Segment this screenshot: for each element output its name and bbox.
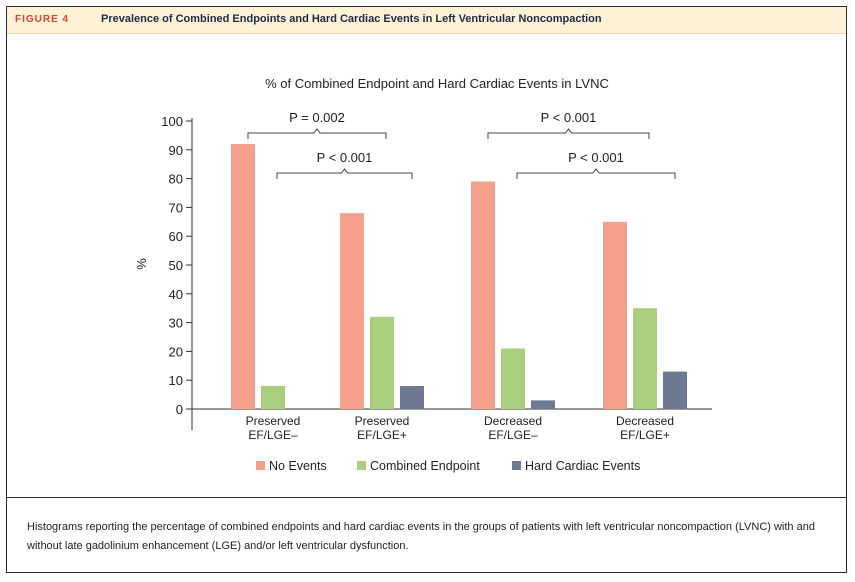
figure-title: Prevalence of Combined Endpoints and Har… [101,13,602,25]
x-category-label: EF/LGE+ [620,428,670,442]
significance-bracket [247,128,387,139]
p-value-label: P < 0.001 [541,110,597,125]
y-tick-label: 90 [169,143,183,158]
figure-label: FIGURE 4 [15,14,70,25]
x-category-label: Preserved [246,414,301,428]
significance-bracket [276,168,413,179]
figure-caption: Histograms reporting the percentage of c… [27,521,815,552]
axes: 0102030405060708090100PreservedEF/LGE–Pr… [161,114,712,442]
bar [471,181,495,409]
figure-frame: FIGURE 4 Prevalence of Combined Endpoint… [6,6,847,573]
legend-label: Combined Endpoint [370,459,480,473]
y-tick-label: 50 [169,258,183,273]
significance-bracket [487,128,650,139]
figure-header: FIGURE 4 Prevalence of Combined Endpoint… [7,7,846,34]
bars [231,144,687,410]
bar [231,144,255,410]
bar [400,385,424,409]
caption-box: Histograms reporting the percentage of c… [7,497,846,573]
y-tick-label: 70 [169,200,183,215]
x-category-label: EF/LGE+ [357,428,407,442]
bar [370,316,394,409]
legend-swatch [512,461,521,470]
bar [501,348,525,409]
legend-label: Hard Cardiac Events [525,459,640,473]
x-category-label: EF/LGE– [488,428,538,442]
bar [633,308,657,409]
legend-swatch [357,461,366,470]
bar [340,213,364,409]
y-tick-label: 10 [169,373,183,388]
p-value-label: P < 0.001 [568,150,624,165]
x-category-label: Decreased [484,414,542,428]
significance-brackets: P = 0.002 P < 0.001 P < 0.001 P < 0.001 [247,110,676,179]
y-tick-label: 20 [169,344,183,359]
y-tick-label: 100 [161,114,183,129]
y-tick-label: 40 [169,287,183,302]
y-axis-label: % [134,258,149,270]
y-tick-label: 30 [169,316,183,331]
x-category-label: EF/LGE– [248,428,298,442]
y-tick-label: 0 [176,402,183,417]
legend: No Events Combined Endpoint Hard Cardiac E… [256,459,640,473]
bar [603,221,627,409]
legend-swatch [256,461,265,470]
y-tick-label: 60 [169,229,183,244]
x-category-label: Preserved [355,414,410,428]
chart-title: % of Combined Endpoint and Hard Cardiac … [265,76,609,91]
bar [663,371,687,409]
x-category-label: Decreased [616,414,674,428]
y-tick-label: 80 [169,172,183,187]
bar [531,400,555,409]
bar [261,385,285,409]
significance-bracket [516,168,676,179]
legend-label: No Events [269,459,327,473]
p-value-label: P < 0.001 [317,150,373,165]
p-value-label: P = 0.002 [289,110,345,125]
